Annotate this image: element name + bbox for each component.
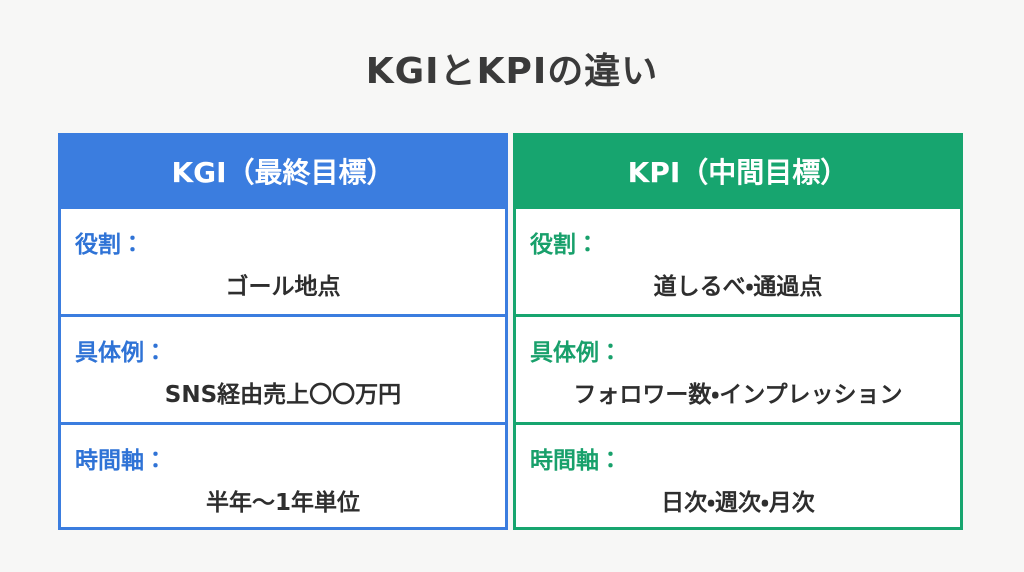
row-label: 具体例： (75, 340, 167, 366)
title: KGIとKPIの違い (365, 51, 659, 92)
row: 役割： ゴール地点 (61, 206, 505, 314)
kgi-column: KGI（最終目標） 役割： ゴール地点 具体例： SNS経由売上〇〇万円 時間軸… (58, 133, 508, 530)
row-value: 日次・週次・月次 (661, 490, 815, 516)
row-label: 時間軸： (530, 448, 622, 474)
row: 具体例： SNS経由売上〇〇万円 (61, 314, 505, 422)
column-header: KPI（中間目標） (516, 136, 960, 206)
row: 時間軸： 日次・週次・月次 (516, 422, 960, 530)
row-label: 時間軸： (75, 448, 167, 474)
row: 時間軸： 半年〜1年単位 (61, 422, 505, 530)
row-label: 役割： (530, 232, 599, 258)
row: 具体例： フォロワー数・インプレッション (516, 314, 960, 422)
row-value: 半年〜1年単位 (205, 490, 360, 516)
column-header: KGI（最終目標） (61, 136, 505, 206)
row-label: 具体例： (530, 340, 622, 366)
row-label: 役割： (75, 232, 144, 258)
row-value: 道しるべ・通過点 (653, 274, 823, 300)
row-value: ゴール地点 (225, 274, 341, 300)
row-value: SNS経由売上〇〇万円 (164, 382, 402, 408)
kpi-column: KPI（中間目標） 役割： 道しるべ・通過点 具体例： フォロワー数・インプレッ… (513, 133, 963, 530)
row: 役割： 道しるべ・通過点 (516, 206, 960, 314)
row-value: フォロワー数・インプレッション (573, 382, 903, 408)
